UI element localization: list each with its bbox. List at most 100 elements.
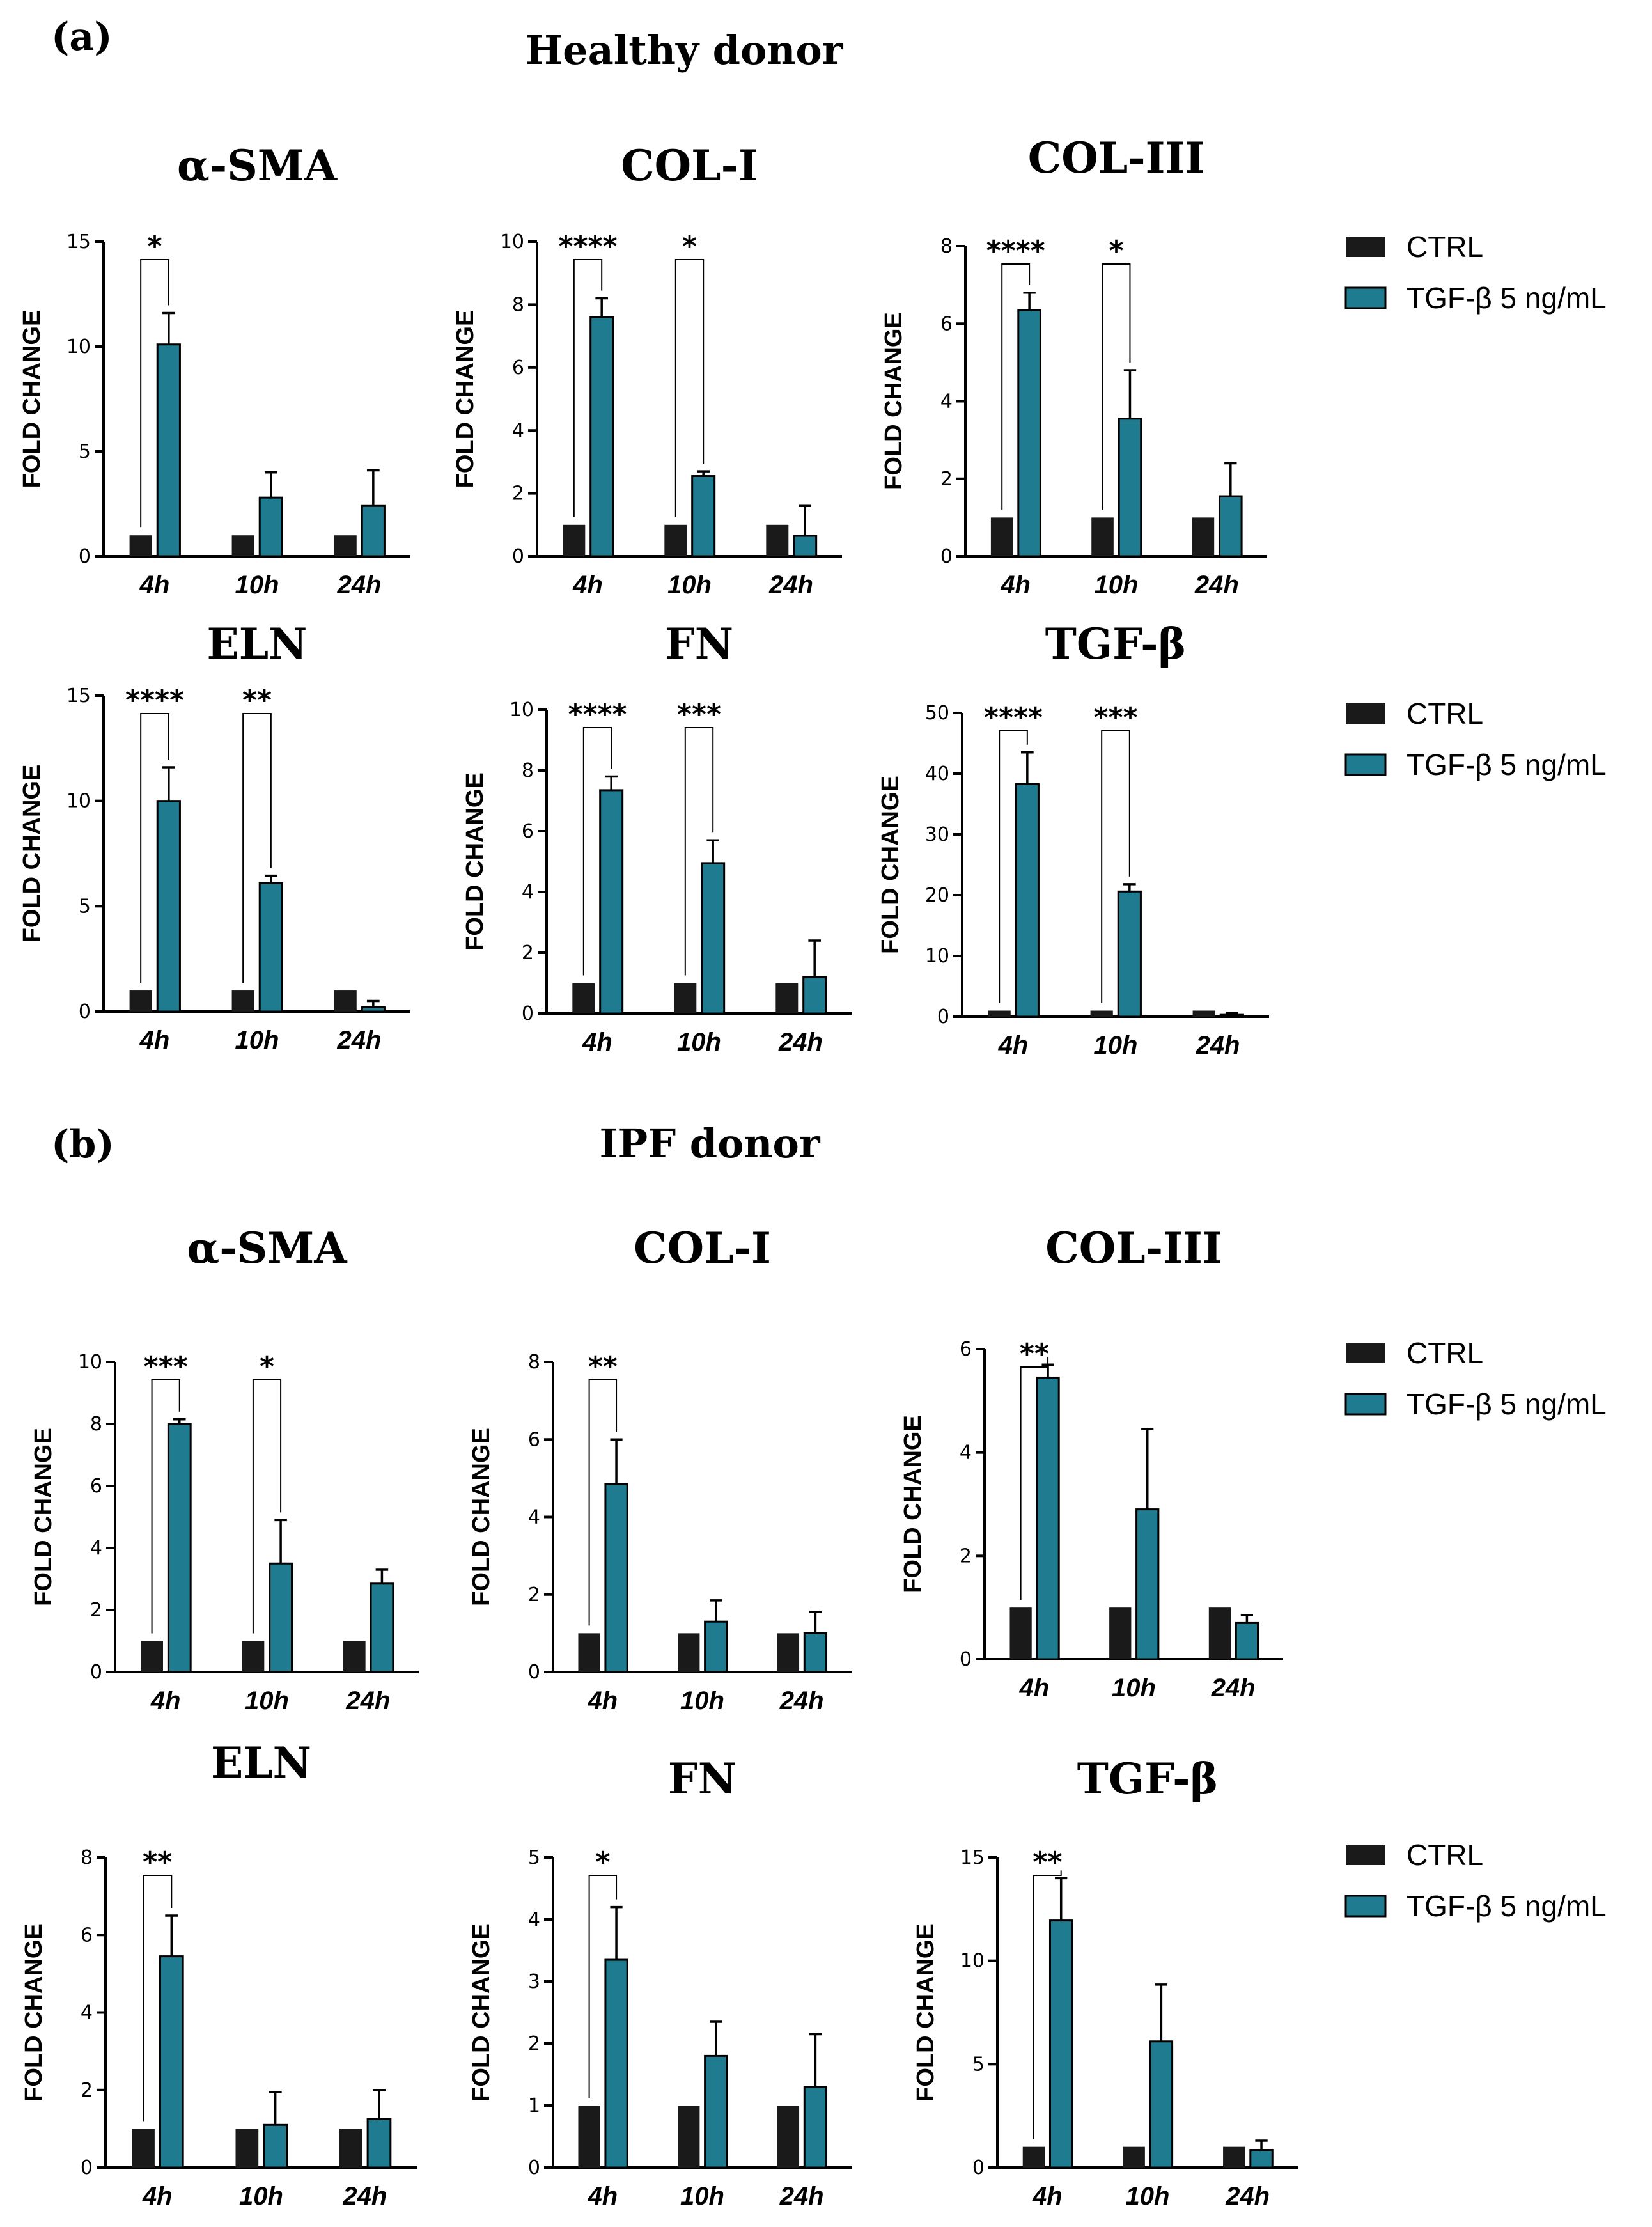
x-tick-label: 10h: [1126, 2182, 1170, 2210]
bar-ctrl: [231, 535, 254, 556]
bar-tgf: [258, 496, 283, 558]
legend: CTRL TGF-β 5 ng/mL: [1344, 1336, 1607, 1421]
chart-title: ELN: [207, 619, 307, 669]
chart-title: ELN: [211, 1738, 311, 1788]
significance-bracket: [1001, 263, 1031, 510]
chart-title: α-SMA: [187, 1223, 347, 1273]
y-axis-label: FOLD CHANGE: [19, 765, 45, 943]
x-tick-label: 4h: [572, 571, 603, 599]
legend-swatch-tgf: [1344, 286, 1387, 309]
bar-ctrl: [678, 2106, 700, 2168]
y-tick-label: 6: [960, 1338, 972, 1361]
y-tick-label: 5: [528, 1847, 540, 1869]
chart-10: FN FOLD CHANGE 0 1 2 3 4 5 4h * 10h 24h: [468, 1754, 852, 2210]
significance-label: **: [242, 684, 272, 717]
y-tick-label: 10: [510, 699, 534, 721]
bar-tgf: [803, 2086, 828, 2169]
legend-swatch-tgf: [1344, 753, 1387, 776]
significance-label: **: [1032, 1846, 1062, 1879]
significance-label: ****: [568, 698, 627, 731]
legend-label-ctrl: CTRL: [1407, 697, 1483, 730]
y-tick-label: 4: [940, 391, 953, 413]
y-tick-label: 40: [925, 763, 949, 785]
legend: CTRL TGF-β 5 ng/mL: [1344, 697, 1607, 781]
panel-label-b: (b): [51, 1122, 114, 1167]
x-tick-label: 24h: [768, 571, 813, 599]
y-tick-label: 4: [960, 1442, 972, 1464]
panel-label-a: (a): [51, 15, 113, 59]
y-tick-label: 0: [972, 2157, 985, 2179]
chart-title: FN: [668, 1754, 736, 1804]
bar-ctrl: [129, 535, 152, 556]
bar-ctrl: [235, 2129, 259, 2168]
x-tick-label: 24h: [342, 2182, 387, 2210]
x-tick-label: 24h: [337, 571, 382, 599]
y-tick-label: 4: [512, 419, 524, 442]
x-tick-label: 4h: [139, 571, 170, 599]
bar-tgf: [1219, 1013, 1244, 1018]
bar-ctrl: [775, 983, 799, 1013]
y-axis-label: FOLD CHANGE: [19, 310, 45, 488]
bar-ctrl: [578, 2106, 600, 2168]
y-tick-label: 0: [79, 545, 91, 568]
chart-title: COL-I: [634, 1223, 771, 1273]
x-tick-label: 10h: [235, 1026, 279, 1054]
y-tick-label: 8: [522, 760, 534, 782]
legend-swatch-tgf: [1344, 1895, 1387, 1918]
significance-bracket: [143, 1875, 173, 2122]
y-tick-label: 2: [81, 2079, 93, 2102]
significance-label: **: [588, 1350, 618, 1383]
y-tick-label: 20: [925, 884, 949, 907]
bar-tgf: [370, 1582, 394, 1673]
chart-title: COL-III: [1028, 133, 1204, 183]
y-tick-label: 10: [66, 790, 91, 813]
y-tick-label: 0: [79, 1001, 91, 1023]
significance-label: *: [260, 1350, 274, 1383]
y-tick-label: 5: [972, 2053, 985, 2075]
chart-title: COL-I: [621, 141, 758, 191]
bar-ctrl: [988, 1010, 1011, 1017]
y-tick-label: 0: [81, 2157, 93, 2179]
y-tick-label: 8: [528, 1351, 540, 1373]
bar-tgf: [704, 1620, 728, 1673]
significance-bracket: [1102, 263, 1131, 510]
y-tick-label: 4: [528, 1909, 540, 1931]
legend-swatch-ctrl: [1346, 237, 1385, 257]
bar-ctrl: [231, 990, 254, 1012]
significance-bracket: [588, 1379, 618, 1626]
chart-11: TGF-β FOLD CHANGE 0 5 10 15 4h ** 10h 24h: [912, 1754, 1298, 2210]
y-axis-label: FOLD CHANGE: [900, 1415, 926, 1593]
y-tick-label: 2: [528, 1584, 540, 1606]
y-tick-label: 8: [940, 235, 953, 258]
x-tick-label: 10h: [680, 1687, 724, 1715]
x-tick-label: 4h: [139, 1026, 170, 1054]
legend-label-tgf: TGF-β 5 ng/mL: [1407, 1889, 1607, 1923]
x-tick-label: 24h: [1211, 1674, 1256, 1702]
chart-4: FN FOLD CHANGE 0 2 4 6 8 10 4h **** 10h *** 24h: [462, 619, 852, 1056]
significance-label: ****: [125, 684, 184, 717]
bar-tgf: [156, 800, 181, 1013]
legend-swatch-ctrl: [1346, 1845, 1385, 1865]
y-tick-label: 6: [528, 1428, 540, 1451]
significance-bracket: [242, 713, 272, 983]
significance-label: ****: [558, 230, 617, 263]
bar-ctrl: [1223, 2146, 1245, 2168]
y-tick-label: 15: [66, 231, 91, 253]
significance-bracket: [674, 259, 705, 517]
bar-tgf: [1017, 309, 1041, 558]
chart-title: TGF-β: [1077, 1754, 1219, 1804]
bar-tgf: [258, 882, 283, 1013]
bar-tgf: [599, 789, 624, 1015]
significance-label: ***: [1093, 701, 1137, 734]
bar-tgf: [1036, 1376, 1060, 1660]
x-tick-label: 4h: [582, 1028, 612, 1056]
bar-tgf: [704, 2054, 728, 2169]
significance-label: **: [1020, 1338, 1049, 1370]
y-axis-label: FOLD CHANGE: [20, 1923, 47, 2102]
bar-tgf: [793, 535, 818, 558]
bar-ctrl: [141, 1641, 163, 1672]
bar-ctrl: [777, 1633, 800, 1672]
chart-title: α-SMA: [177, 141, 338, 191]
y-tick-label: 4: [522, 881, 534, 903]
x-tick-label: 4h: [1000, 571, 1031, 599]
